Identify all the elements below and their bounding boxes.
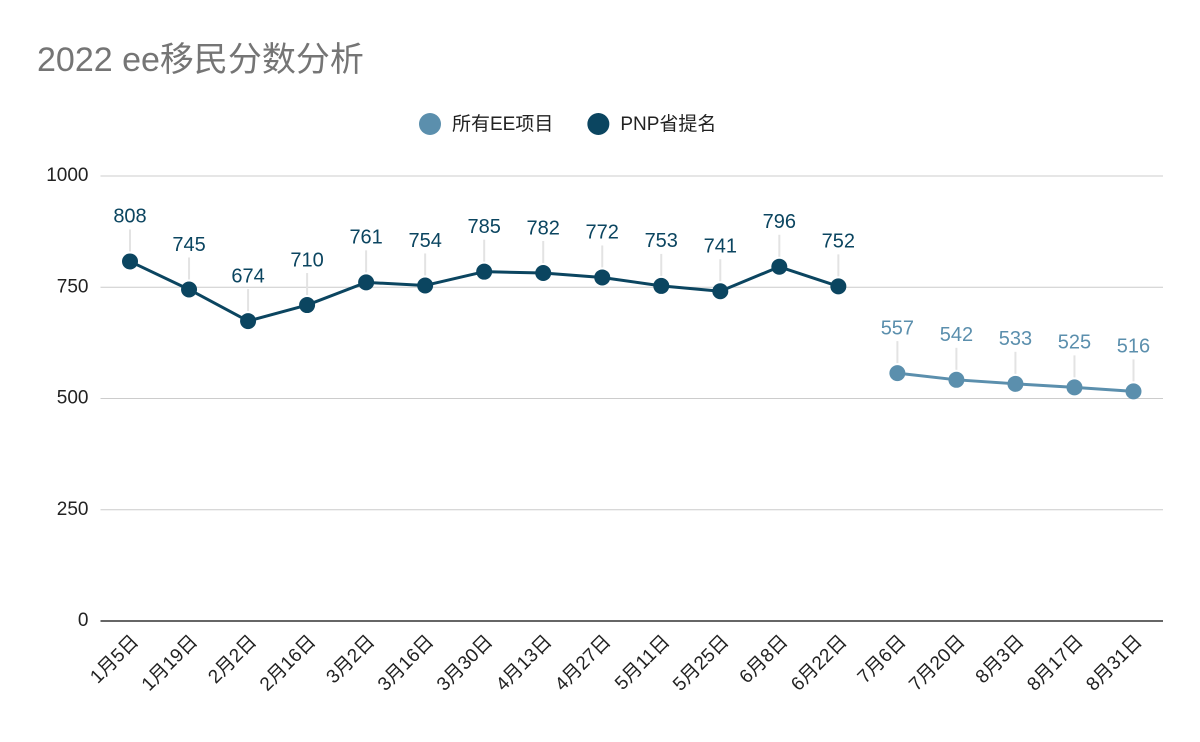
x-tick-label: 1月19日	[138, 631, 202, 695]
point	[1007, 375, 1024, 392]
x-tick-label: 1月5日	[86, 631, 143, 688]
data-label: 761	[349, 227, 382, 249]
data-label: 516	[1117, 336, 1150, 358]
data-label: 782	[527, 217, 560, 239]
point	[1125, 383, 1142, 400]
legend: 所有EE项目 PNP省提名	[419, 113, 716, 135]
y-tick-label: 1000	[46, 165, 88, 186]
point	[181, 281, 198, 298]
x-tick-label: 5月25日	[669, 631, 733, 695]
data-label: 741	[704, 236, 737, 258]
point	[830, 278, 847, 295]
legend-marker	[587, 113, 610, 135]
x-tick-label: 2月2日	[204, 631, 261, 688]
point	[122, 253, 139, 270]
point	[594, 269, 611, 286]
y-tick-label: 500	[57, 388, 89, 409]
x-tick-label: 6月22日	[787, 631, 851, 695]
chart-title: 2022 ee移民分数分析	[37, 41, 364, 79]
point	[417, 277, 434, 294]
legend-marker	[419, 113, 441, 135]
data-label: 542	[940, 324, 973, 346]
point	[240, 313, 257, 330]
legend-label: 所有EE项目	[452, 113, 553, 135]
data-label: 525	[1058, 332, 1091, 354]
data-label: 710	[290, 249, 323, 271]
data-label: 753	[645, 230, 678, 252]
x-tick-label: 4月13日	[492, 631, 556, 695]
x-tick-label: 7月6日	[854, 631, 911, 688]
point	[299, 297, 316, 314]
data-label: 796	[763, 211, 796, 233]
y-tick-label: 0	[78, 610, 89, 631]
x-tick-label: 8月31日	[1082, 631, 1146, 695]
legend-label: PNP省提名	[620, 113, 716, 135]
series: 557 542 533 525 516	[881, 317, 1150, 400]
data-label: 557	[881, 317, 914, 339]
x-tick-label: 3月2日	[323, 631, 380, 688]
data-label: 808	[113, 206, 146, 228]
data-label: 674	[231, 265, 264, 287]
point	[712, 283, 729, 300]
data-label: 772	[586, 222, 619, 244]
point	[948, 371, 965, 388]
x-tick-label: 4月27日	[551, 631, 615, 695]
point	[1066, 379, 1083, 396]
data-label: 533	[999, 328, 1032, 350]
point	[771, 258, 788, 275]
data-label: 785	[467, 216, 500, 238]
point	[476, 263, 493, 280]
series: 808 745 674 710 761 754 785 782 772 753 741 796 752	[113, 206, 855, 330]
data-label: 745	[172, 234, 205, 256]
x-tick-label: 8月3日	[972, 631, 1029, 688]
x-tick-label: 8月17日	[1023, 631, 1087, 695]
point	[889, 365, 906, 382]
x-tick-label: 3月30日	[433, 631, 497, 695]
x-tick-label: 6月8日	[736, 631, 793, 688]
x-tick-label: 5月11日	[611, 631, 674, 694]
point	[653, 277, 670, 294]
y-tick-label: 750	[57, 276, 89, 297]
point	[535, 265, 552, 282]
x-tick-label: 3月16日	[374, 631, 438, 695]
point	[358, 274, 375, 291]
x-tick-label: 2月16日	[256, 631, 320, 695]
data-label: 754	[408, 230, 441, 252]
x-tick-label: 7月20日	[905, 631, 969, 695]
data-label: 752	[822, 231, 855, 253]
y-tick-label: 250	[57, 499, 89, 520]
